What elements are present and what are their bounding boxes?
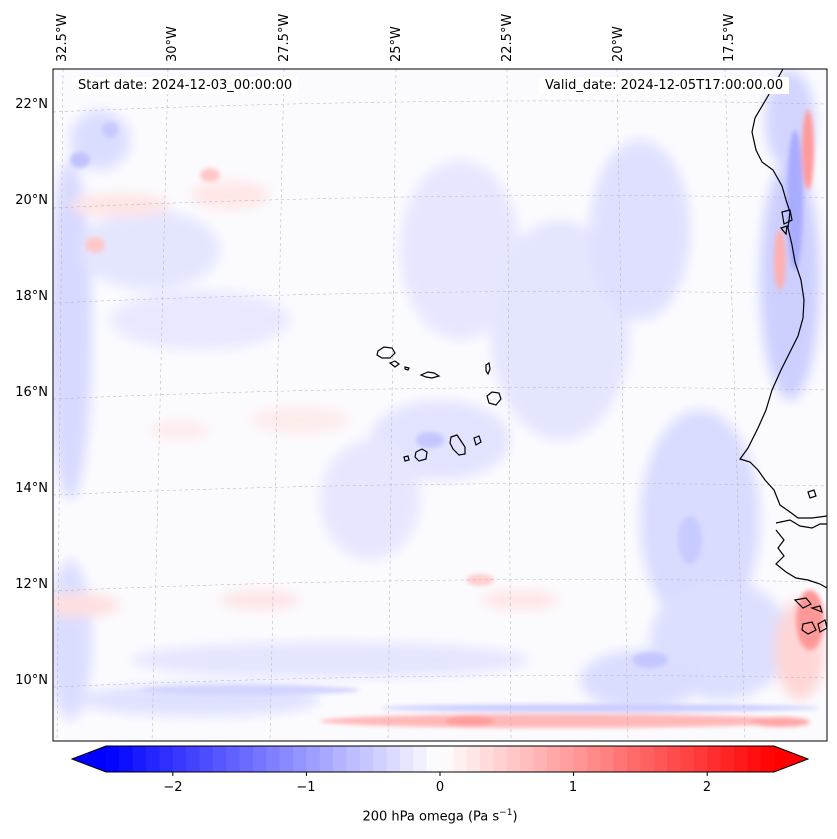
- island-santa-luzia: [404, 366, 410, 371]
- island-fogo: [414, 448, 428, 462]
- colorbar-outline: [70, 745, 810, 773]
- lon-label: 30°W: [165, 26, 180, 62]
- colorbar-segment: [212, 746, 227, 772]
- valid-date-label: Valid_date: 2024-12-05T17:00:00.00: [539, 77, 790, 94]
- colorbar-segment: [720, 746, 735, 772]
- colorbar-segment: [627, 746, 641, 772]
- colorbar-segment: [560, 746, 575, 772]
- colorbar-segment: [653, 746, 668, 772]
- colorbar-segment: [613, 746, 628, 772]
- island-sal: [485, 361, 491, 376]
- colorbar-segment: [333, 746, 348, 772]
- colorbar-segment: [667, 746, 682, 772]
- omega-field: [53, 70, 825, 728]
- colorbar-extend-min: [72, 746, 106, 772]
- map-frame: [52, 68, 828, 742]
- colorbar-title: 200 hPa omega (Pa s−1): [362, 808, 518, 825]
- colorbar-segment: [573, 746, 588, 772]
- colorbar-segment: [386, 746, 401, 772]
- start-date-label: Start date: 2024-12-03_00:00:00: [72, 77, 299, 94]
- colorbar-extend-max: [774, 746, 808, 772]
- colorbar-segment: [172, 746, 187, 772]
- lon-label: 17.5°W: [722, 13, 737, 62]
- colorbar-segment: [520, 746, 535, 772]
- lat-label: 14°N: [15, 481, 48, 496]
- colorbar-segment: [106, 746, 120, 772]
- colorbar-segment: [279, 746, 294, 772]
- colorbar-segment: [252, 746, 267, 772]
- colorbar-segment: [747, 746, 762, 772]
- colorbar-segment: [466, 746, 481, 772]
- lon-label: 22.5°W: [500, 13, 515, 62]
- colorbar-segment: [546, 746, 561, 772]
- lat-label: 10°N: [15, 673, 48, 688]
- colorbar-segment: [440, 746, 454, 772]
- colorbar-segment: [199, 746, 214, 772]
- colorbar-tick-label: −1: [296, 780, 316, 795]
- colorbar-segment: [146, 746, 161, 772]
- african-coastline: [739, 69, 827, 635]
- colorbar-segment: [600, 746, 615, 772]
- colorbar-tick-label: 1: [568, 780, 578, 795]
- island-sao-vicente: [388, 360, 400, 368]
- lat-label: 22°N: [15, 97, 48, 112]
- lat-label: 12°N: [15, 577, 48, 592]
- colorbar-segment: [119, 746, 134, 772]
- colorbar-tick-label: 2: [702, 780, 712, 795]
- lon-label: 20°W: [611, 26, 626, 62]
- colorbar-segment: [319, 746, 334, 772]
- cape-verde-islands: [376, 346, 502, 462]
- island-maio: [473, 435, 482, 446]
- island-sao-nicolau: [419, 371, 441, 379]
- lat-label: 18°N: [15, 289, 48, 304]
- colorbar-segment: [680, 746, 695, 772]
- colorbar-segment: [306, 746, 321, 772]
- lon-label: 32.5°W: [55, 13, 70, 62]
- colorbar-segment: [186, 746, 201, 772]
- colorbar-segment: [493, 746, 508, 772]
- island-santiago: [449, 434, 466, 456]
- colorbar-segment: [373, 746, 388, 772]
- colorbar-segment: [399, 746, 414, 772]
- island-santo-antao: [376, 346, 396, 359]
- colorbar-tick-label: −2: [163, 780, 183, 795]
- lon-label: 27.5°W: [277, 13, 292, 62]
- colorbar-segment: [159, 746, 174, 772]
- colorbar-segment: [266, 746, 281, 772]
- colorbar-segment: [506, 746, 521, 772]
- lat-label: 20°N: [15, 193, 48, 208]
- colorbar-segment: [359, 746, 374, 772]
- colorbar-segment: [693, 746, 708, 772]
- island-boa-vista: [486, 391, 502, 406]
- colorbar-segment: [707, 746, 722, 772]
- colorbar-segment: [733, 746, 748, 772]
- colorbar-tick-label: 0: [435, 780, 445, 795]
- colorbar-segment: [586, 746, 601, 772]
- colorbar: [70, 745, 810, 776]
- colorbar-segment: [640, 746, 655, 772]
- colorbar-segment: [226, 746, 241, 772]
- lat-label: 16°N: [15, 385, 48, 400]
- lon-label: 25°W: [389, 26, 404, 62]
- colorbar-segment: [453, 746, 468, 772]
- colorbar-segment: [293, 746, 307, 772]
- colorbar-segment: [480, 746, 495, 772]
- graticule: [53, 69, 827, 741]
- colorbar-segment: [533, 746, 548, 772]
- island-brava: [403, 455, 410, 462]
- colorbar-segment: [346, 746, 361, 772]
- colorbar-segment: [239, 746, 254, 772]
- colorbar-segment: [760, 746, 775, 772]
- colorbar-segment: [132, 746, 147, 772]
- colorbar-segment: [426, 746, 441, 772]
- colorbar-segment: [413, 746, 428, 772]
